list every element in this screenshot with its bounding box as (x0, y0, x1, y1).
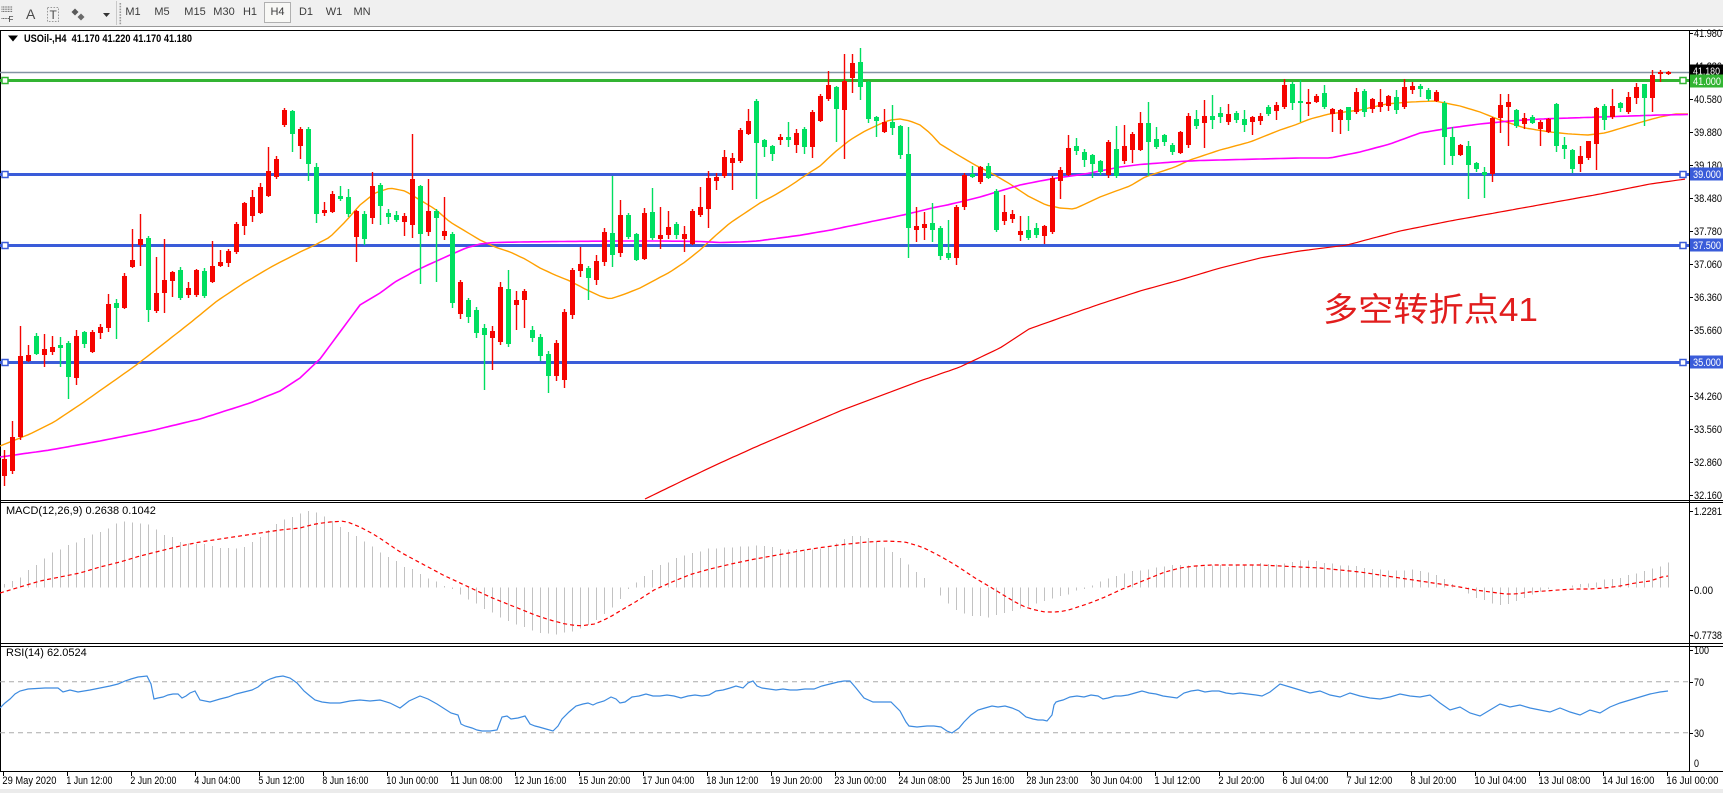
svg-text:13 Jul 08:00: 13 Jul 08:00 (1538, 775, 1590, 787)
svg-text:6 Jul 04:00: 6 Jul 04:00 (1282, 775, 1328, 787)
svg-text:34.260: 34.260 (1694, 391, 1722, 403)
svg-text:100: 100 (1694, 645, 1709, 657)
svg-text:41.180: 41.180 (1693, 67, 1720, 78)
svg-text:2 Jul 20:00: 2 Jul 20:00 (1218, 775, 1264, 787)
svg-text:1 Jun 12:00: 1 Jun 12:00 (66, 775, 112, 787)
svg-text:38.480: 38.480 (1694, 193, 1722, 205)
svg-text:F: F (9, 15, 14, 24)
svg-text:1 Jul 12:00: 1 Jul 12:00 (1154, 775, 1200, 787)
svg-text:32.860: 32.860 (1694, 457, 1722, 469)
svg-text:A: A (26, 6, 36, 22)
svg-text:18 Jun 12:00: 18 Jun 12:00 (706, 775, 758, 787)
svg-text:5 Jun 12:00: 5 Jun 12:00 (258, 775, 304, 787)
svg-text:17 Jun 04:00: 17 Jun 04:00 (642, 775, 694, 787)
svg-text:10 Jul 04:00: 10 Jul 04:00 (1474, 775, 1526, 787)
svg-text:8 Jul 20:00: 8 Jul 20:00 (1410, 775, 1456, 787)
svg-text:RSI(14) 62.0524: RSI(14) 62.0524 (6, 647, 87, 659)
svg-text:37.060: 37.060 (1694, 259, 1722, 271)
svg-text:29 May 2020: 29 May 2020 (2, 775, 56, 787)
svg-text:多空转折点41: 多空转折点41 (1323, 291, 1538, 328)
svg-text:7 Jul 12:00: 7 Jul 12:00 (1346, 775, 1392, 787)
svg-text:USOil-,H4 41.170 41.220 41.17: USOil-,H4 41.170 41.220 41.170 41.180 (24, 33, 192, 45)
svg-text:23 Jun 00:00: 23 Jun 00:00 (834, 775, 886, 787)
svg-text:30 Jun 04:00: 30 Jun 04:00 (1090, 775, 1142, 787)
svg-text:24 Jun 08:00: 24 Jun 08:00 (898, 775, 950, 787)
svg-text:41.000: 41.000 (1693, 76, 1721, 88)
svg-text:32.160: 32.160 (1694, 490, 1722, 502)
svg-text:10 Jun 00:00: 10 Jun 00:00 (386, 775, 438, 787)
svg-text:28 Jun 23:00: 28 Jun 23:00 (1026, 775, 1078, 787)
svg-text:8 Jun 16:00: 8 Jun 16:00 (322, 775, 368, 787)
svg-text:33.560: 33.560 (1694, 424, 1722, 436)
svg-text:T: T (50, 8, 58, 22)
svg-text:16 Jul 00:00: 16 Jul 00:00 (1666, 775, 1718, 787)
svg-text:39.000: 39.000 (1693, 169, 1721, 181)
svg-text:1.2281: 1.2281 (1694, 506, 1722, 518)
svg-text:19 Jun 20:00: 19 Jun 20:00 (770, 775, 822, 787)
svg-text:25 Jun 16:00: 25 Jun 16:00 (962, 775, 1014, 787)
svg-text:11 Jun 08:00: 11 Jun 08:00 (450, 775, 502, 787)
svg-text:-0.7738: -0.7738 (1691, 630, 1722, 642)
svg-text:39.880: 39.880 (1694, 127, 1722, 139)
svg-text:12 Jun 16:00: 12 Jun 16:00 (514, 775, 566, 787)
svg-text:37.780: 37.780 (1694, 226, 1722, 238)
svg-text:15 Jun 20:00: 15 Jun 20:00 (578, 775, 630, 787)
svg-text:70: 70 (1694, 677, 1704, 689)
svg-text:2 Jun 20:00: 2 Jun 20:00 (130, 775, 176, 787)
svg-text:40.580: 40.580 (1694, 94, 1722, 106)
svg-text:36.360: 36.360 (1694, 292, 1722, 304)
svg-text:4 Jun 04:00: 4 Jun 04:00 (194, 775, 240, 787)
svg-text:14 Jul 16:00: 14 Jul 16:00 (1602, 775, 1654, 787)
svg-text:35.660: 35.660 (1694, 325, 1722, 337)
svg-text:0: 0 (1694, 758, 1699, 770)
svg-text:37.500: 37.500 (1693, 240, 1721, 252)
svg-text:0.00: 0.00 (1694, 585, 1713, 597)
svg-text:41.980: 41.980 (1694, 28, 1722, 40)
svg-text:35.000: 35.000 (1693, 357, 1721, 369)
svg-text:MACD(12,26,9) 0.2638 0.1042: MACD(12,26,9) 0.2638 0.1042 (6, 505, 156, 517)
svg-text:30: 30 (1694, 728, 1704, 740)
